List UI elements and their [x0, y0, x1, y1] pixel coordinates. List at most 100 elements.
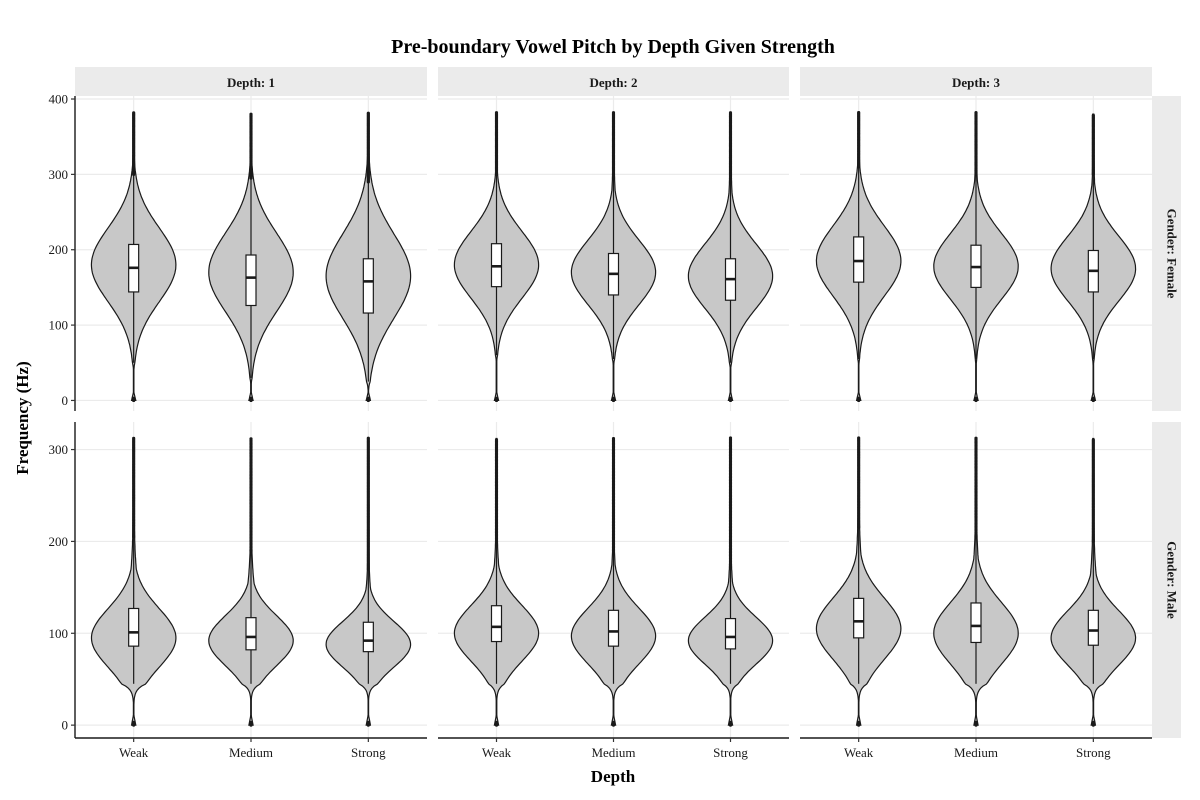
outliers: [494, 111, 499, 403]
x-tick-label: Medium: [954, 745, 998, 760]
outliers: [249, 112, 253, 403]
outlier-point: [132, 396, 136, 400]
outliers: [611, 111, 616, 403]
outliers: [857, 436, 861, 727]
outlier-point: [366, 720, 370, 724]
outlier-point: [132, 720, 136, 724]
y-tick-label: 300: [49, 167, 69, 182]
y-tick-label: 0: [62, 393, 69, 408]
facet-panel: [438, 96, 789, 411]
outlier-point: [366, 396, 370, 400]
outlier-point: [366, 436, 370, 440]
facet-panel: Weak Medium Strong: [800, 422, 1152, 760]
outlier-point: [974, 720, 978, 724]
outliers: [494, 438, 499, 727]
row-strip-label: Gender: Female: [1165, 209, 1180, 299]
outlier-point: [611, 111, 616, 115]
outliers: [611, 437, 616, 727]
facet-panel: 0 100 200 300 400: [49, 92, 427, 411]
boxplot-box: [362, 258, 374, 314]
outlier-point: [857, 436, 861, 440]
col-strip: [438, 67, 789, 96]
row-strip-label: Gender: Male: [1165, 541, 1180, 619]
outlier-point: [728, 436, 733, 440]
outliers: [974, 436, 978, 727]
outliers: [974, 111, 978, 403]
outlier-point: [132, 436, 136, 440]
outlier-point: [1091, 396, 1095, 400]
outlier-point: [1091, 113, 1095, 117]
x-tick-label: Weak: [844, 745, 874, 760]
outlier-point: [494, 396, 499, 400]
outlier-point: [974, 396, 978, 400]
outlier-point: [249, 720, 253, 724]
outliers: [728, 111, 733, 403]
row-strip: [1152, 96, 1181, 411]
chart-title: Pre-boundary Vowel Pitch by Depth Given …: [391, 36, 835, 58]
outlier-point: [249, 437, 253, 441]
outlier-point: [494, 438, 499, 442]
outlier-point: [494, 111, 499, 115]
y-tick-label: 300: [49, 442, 69, 457]
x-tick-label: Strong: [1076, 745, 1111, 760]
boxplot-box: [245, 617, 257, 651]
outlier-point: [857, 720, 861, 724]
y-tick-label: 200: [49, 534, 69, 549]
x-tick-label: Weak: [482, 745, 512, 760]
boxplot-box: [853, 597, 865, 639]
y-axis-title: Frequency (Hz): [13, 361, 32, 474]
outliers: [366, 436, 370, 727]
outliers: [132, 111, 136, 403]
outlier-point: [366, 111, 370, 115]
boxplot-box: [490, 605, 503, 643]
col-strip-label: Depth: 1: [227, 75, 275, 90]
outlier-point: [611, 437, 616, 441]
outlier-point: [494, 720, 499, 724]
outlier-point: [1091, 438, 1095, 442]
facet-panels: Gender: Female 0 100 200 300 400 Depth: 1 Depth…: [49, 67, 1181, 760]
y-tick-label: 100: [49, 626, 69, 641]
y-tick-label: 400: [49, 92, 69, 107]
col-strip-label: Depth: 3: [952, 75, 1001, 90]
x-tick-label: Medium: [591, 745, 635, 760]
boxplot-box: [970, 602, 982, 644]
boxplot-box: [245, 254, 257, 307]
outlier-point: [974, 436, 978, 440]
y-tick-label: 200: [49, 242, 69, 257]
col-strip: [75, 67, 427, 96]
boxplot-box: [362, 621, 374, 653]
outliers: [857, 110, 861, 403]
x-tick-label: Weak: [119, 745, 149, 760]
facet-panel: 0 100 200 300 Weak Medium Strong: [49, 422, 427, 760]
col-strip-label: Depth: 2: [589, 75, 637, 90]
outlier-point: [728, 396, 733, 400]
outliers: [1091, 438, 1095, 727]
outliers: [132, 436, 136, 727]
outlier-point: [132, 111, 136, 115]
x-tick-label: Medium: [229, 745, 273, 760]
col-strip: [800, 67, 1152, 96]
outliers: [249, 437, 253, 727]
y-tick-label: 100: [49, 318, 69, 333]
outlier-point: [974, 111, 978, 115]
facet-panel: [800, 96, 1152, 411]
boxplot-box: [128, 607, 140, 647]
outliers: [366, 111, 370, 403]
x-tick-label: Strong: [351, 745, 386, 760]
facet-panel: Weak Medium Strong: [438, 422, 789, 760]
x-axis-title: Depth: [591, 767, 636, 786]
boxplot-box: [607, 609, 620, 647]
y-tick-label: 0: [62, 718, 69, 733]
boxplot-box: [853, 236, 865, 283]
boxplot-box: [1087, 609, 1099, 646]
outlier-point: [1091, 720, 1095, 724]
boxplot-box: [724, 617, 737, 650]
outliers: [1091, 113, 1095, 403]
x-tick-label: Strong: [713, 745, 748, 760]
outlier-point: [249, 396, 253, 400]
outlier-point: [857, 110, 861, 115]
outlier-point: [857, 396, 861, 400]
row-strip: [1152, 422, 1181, 738]
outlier-point: [728, 720, 733, 724]
